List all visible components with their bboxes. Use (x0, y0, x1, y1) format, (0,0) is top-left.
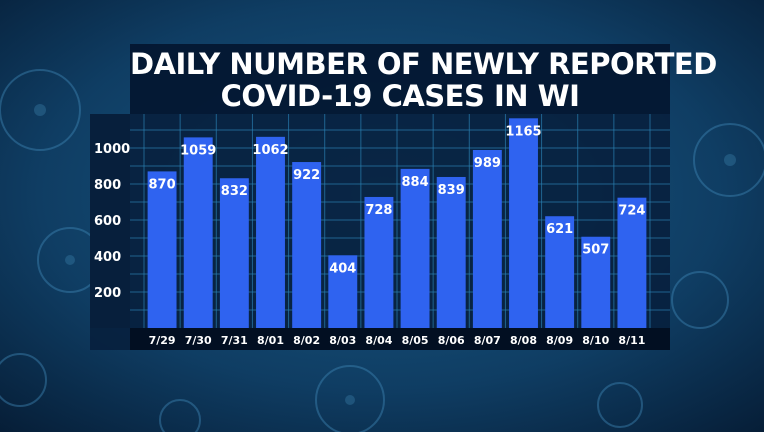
x-tick-label: 8/04 (365, 334, 392, 347)
bar (436, 176, 466, 328)
x-tick-label: 7/31 (221, 334, 248, 347)
x-tick-label: 8/01 (257, 334, 284, 347)
bar-value-label: 989 (474, 156, 501, 171)
y-tick-label: 800 (94, 178, 121, 193)
x-tick-label: 7/29 (149, 334, 176, 347)
x-tick-label: 8/03 (329, 334, 356, 347)
chart-title-line-1: DAILY NUMBER OF NEWLY REPORTED (130, 47, 717, 81)
bar-value-label: 832 (221, 184, 248, 199)
x-tick-label: 8/05 (402, 334, 429, 347)
x-tick-label: 8/08 (510, 334, 537, 347)
y-axis-strip (90, 114, 130, 328)
bar (147, 171, 177, 328)
y-tick-label: 400 (94, 250, 121, 265)
x-axis-strip (130, 328, 670, 350)
x-tick-label: 8/02 (293, 334, 320, 347)
bar (400, 168, 430, 328)
bar (509, 118, 538, 328)
bar-value-label: 922 (293, 168, 320, 183)
y-tick-label: 200 (94, 286, 121, 301)
bar (292, 162, 322, 328)
x-tick-label: 8/07 (474, 334, 501, 347)
chart-title-line-2: COVID-19 CASES IN WI (220, 79, 580, 113)
bar (256, 136, 285, 328)
bar-value-label: 884 (402, 175, 429, 190)
x-tick-label: 8/11 (618, 334, 645, 347)
bar (328, 255, 358, 328)
y-tick-label: 600 (94, 214, 121, 229)
bar (219, 178, 249, 328)
bar-value-label: 1062 (252, 143, 288, 158)
bar-value-label: 728 (365, 203, 392, 218)
bar (364, 196, 394, 328)
bar-value-label: 404 (329, 261, 356, 276)
chart-title: DAILY NUMBER OF NEWLY REPORTED COVID-19 … (130, 44, 717, 114)
bar-value-label: 839 (438, 183, 465, 198)
x-tick-label: 8/10 (582, 334, 609, 347)
bar-value-label: 621 (546, 222, 573, 237)
bar (472, 149, 502, 328)
bar (581, 236, 611, 328)
bar (183, 137, 213, 328)
x-tick-label: 8/09 (546, 334, 573, 347)
x-tick-label: 7/30 (185, 334, 212, 347)
bar-value-label: 507 (582, 243, 609, 258)
y-tick-label: 1000 (94, 142, 130, 157)
x-tick-label: 8/06 (438, 334, 465, 347)
bar (617, 197, 647, 328)
bar (545, 216, 575, 328)
bar-value-label: 724 (618, 204, 645, 219)
bar-value-label: 1059 (180, 143, 216, 158)
bar-value-label: 870 (149, 177, 176, 192)
bar-value-label: 1165 (505, 124, 541, 139)
